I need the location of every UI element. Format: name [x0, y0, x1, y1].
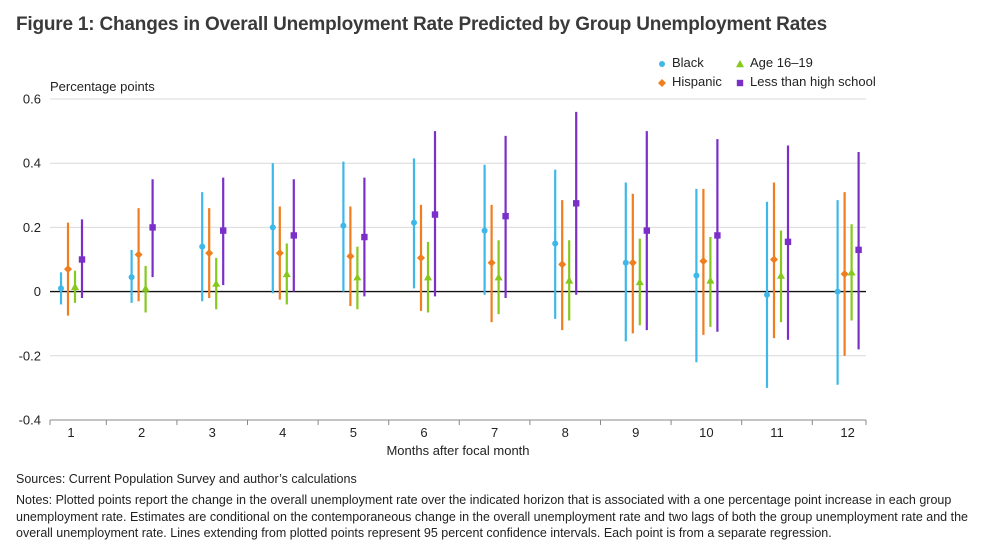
legend-marker-square-icon — [736, 79, 744, 86]
x-tick-label: 5 — [350, 425, 357, 440]
data-point — [361, 233, 368, 241]
x-tick-label: 10 — [699, 425, 713, 440]
data-point — [643, 227, 650, 234]
y-tick-label: -0.4 — [19, 413, 41, 428]
data-point — [714, 232, 721, 239]
series-age-16-19 — [71, 224, 856, 327]
data-point — [770, 255, 778, 264]
series-less-than-high-school — [78, 111, 862, 350]
data-point — [847, 268, 856, 276]
legend-item: Hispanic — [657, 74, 722, 89]
x-tick-label: 12 — [840, 425, 854, 440]
data-point — [487, 258, 496, 267]
notes-text: Notes: Plotted points report the change … — [16, 493, 968, 540]
y-tick-label: 0.2 — [23, 220, 41, 235]
legend-marker-shape — [658, 78, 666, 87]
data-point — [565, 276, 574, 284]
data-point — [573, 200, 580, 207]
data-point — [635, 277, 644, 286]
data-point — [205, 249, 214, 258]
series-hispanic — [64, 182, 849, 356]
data-point — [840, 269, 849, 278]
data-point — [275, 249, 284, 258]
legend-marker-triangle-icon — [736, 59, 744, 67]
data-point — [622, 259, 629, 266]
data-point — [764, 291, 770, 298]
x-tick-label: 9 — [632, 425, 639, 440]
data-point — [552, 240, 559, 247]
data-point — [78, 256, 86, 263]
data-point — [290, 232, 297, 239]
legend-label: Black — [672, 55, 704, 70]
data-point — [558, 260, 567, 269]
data-point — [346, 252, 355, 261]
data-point — [417, 253, 425, 262]
legend-item: Black — [657, 55, 704, 70]
data-point — [282, 269, 291, 278]
data-point — [353, 273, 362, 281]
legend-label: Less than high school — [750, 74, 876, 89]
data-point — [64, 265, 72, 274]
x-tick-label: 3 — [209, 425, 216, 440]
data-point — [777, 271, 785, 279]
data-point — [220, 227, 227, 234]
data-point — [212, 279, 221, 287]
series-black — [58, 158, 841, 388]
data-point — [134, 250, 143, 259]
x-axis-label: Months after focal month — [386, 443, 529, 458]
y-tick-label: 0.4 — [23, 156, 41, 171]
data-point — [149, 224, 156, 231]
data-point — [424, 273, 432, 281]
series-layer — [58, 111, 862, 388]
legend-marker-diamond-icon — [658, 78, 666, 87]
x-tick-label: 7 — [491, 425, 498, 440]
data-point — [855, 246, 862, 254]
y-tick-label: -0.2 — [19, 348, 41, 363]
data-point — [693, 272, 700, 279]
legend-marker-shape — [736, 79, 744, 86]
legend-label: Age 16–19 — [750, 55, 813, 70]
data-point — [706, 276, 715, 284]
data-point — [71, 282, 79, 290]
legend-item: Less than high school — [735, 74, 876, 89]
y-tick-label: 0.6 — [23, 92, 41, 107]
y-axis-label: Percentage points — [50, 79, 155, 94]
legend-marker-shape — [659, 60, 665, 67]
data-point — [481, 227, 488, 234]
x-tick-label: 8 — [562, 425, 569, 440]
legend-marker-shape — [736, 59, 744, 67]
legend-marker-circle-icon — [659, 60, 665, 67]
sources-note: Sources: Current Population Survey and a… — [16, 472, 357, 486]
data-point — [340, 222, 347, 229]
data-point — [141, 284, 150, 292]
data-point — [784, 238, 792, 246]
data-point — [411, 219, 417, 226]
y-tick-label: 0 — [34, 284, 41, 299]
data-point — [628, 258, 637, 267]
data-point — [431, 211, 439, 218]
data-point — [58, 285, 64, 292]
data-point — [199, 243, 206, 250]
axes: 0.60.40.20-0.2-0.41 2 3 4 5 6 7 8 9 10 11 12 — [19, 92, 867, 440]
x-tick-label: 4 — [279, 425, 286, 440]
chart-title: Figure 1: Changes in Overall Unemploymen… — [16, 14, 827, 35]
legend-item: Age 16–19 — [735, 55, 813, 70]
legend-label: Hispanic — [672, 74, 722, 89]
data-point — [128, 274, 135, 281]
data-point — [699, 257, 708, 266]
x-tick-label: 6 — [420, 425, 427, 440]
data-point — [494, 273, 503, 281]
gridlines — [50, 98, 866, 357]
data-point — [834, 288, 841, 295]
x-tick-label: 2 — [138, 425, 145, 440]
data-point — [502, 212, 509, 220]
data-point — [269, 224, 276, 231]
x-tick-label: 11 — [770, 425, 784, 440]
x-tick-label: 1 — [67, 425, 74, 440]
